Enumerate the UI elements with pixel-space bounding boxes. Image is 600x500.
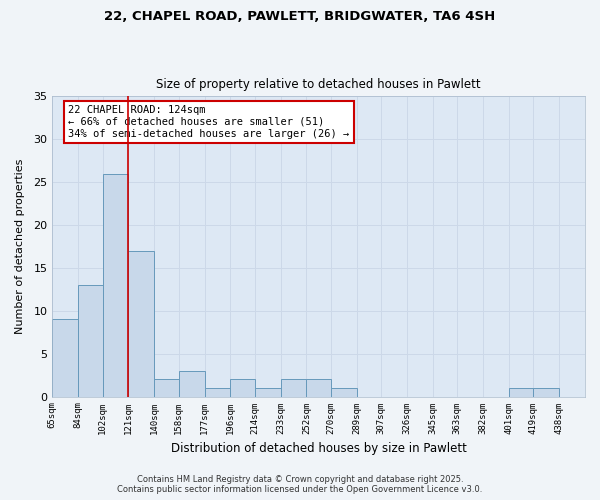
Bar — [52, 320, 78, 396]
Bar — [154, 380, 179, 396]
Text: 22, CHAPEL ROAD, PAWLETT, BRIDGWATER, TA6 4SH: 22, CHAPEL ROAD, PAWLETT, BRIDGWATER, TA… — [104, 10, 496, 23]
Bar — [307, 380, 331, 396]
Title: Size of property relative to detached houses in Pawlett: Size of property relative to detached ho… — [157, 78, 481, 91]
Bar — [533, 388, 559, 396]
Bar — [281, 380, 307, 396]
Bar — [255, 388, 281, 396]
Text: 22 CHAPEL ROAD: 124sqm
← 66% of detached houses are smaller (51)
34% of semi-det: 22 CHAPEL ROAD: 124sqm ← 66% of detached… — [68, 106, 350, 138]
Y-axis label: Number of detached properties: Number of detached properties — [15, 159, 25, 334]
X-axis label: Distribution of detached houses by size in Pawlett: Distribution of detached houses by size … — [171, 442, 467, 455]
Bar — [78, 285, 103, 397]
Bar — [230, 380, 255, 396]
Bar — [103, 174, 128, 396]
Bar — [331, 388, 357, 396]
Text: Contains HM Land Registry data © Crown copyright and database right 2025.
Contai: Contains HM Land Registry data © Crown c… — [118, 474, 482, 494]
Bar — [128, 250, 154, 396]
Bar — [509, 388, 533, 396]
Bar — [205, 388, 230, 396]
Bar — [179, 371, 205, 396]
